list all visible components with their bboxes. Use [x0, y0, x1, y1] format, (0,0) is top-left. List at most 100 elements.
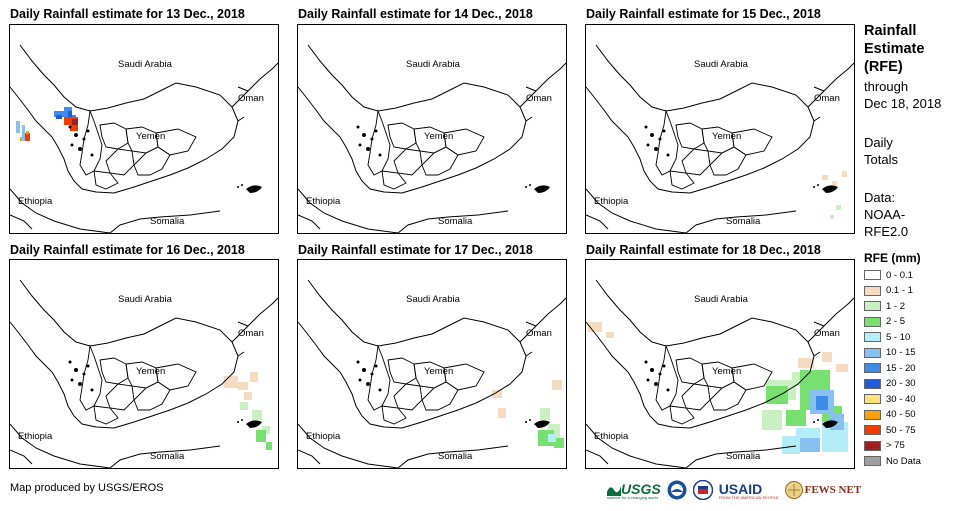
border-saudi-yemen — [19, 279, 233, 347]
usaid-logo: USAID FROM THE AMERICAN PEOPLE — [718, 480, 779, 500]
legend-class-4: 5 - 10 — [864, 330, 910, 344]
island — [68, 360, 72, 364]
legend-class-12: No Data — [864, 454, 921, 468]
rainfall-cell — [786, 410, 806, 426]
label-yemen: Yemen — [424, 366, 453, 377]
coastline — [298, 86, 533, 194]
island — [666, 388, 670, 392]
rainfall-cell — [266, 442, 272, 450]
island — [237, 186, 239, 188]
governorate-boundary — [381, 405, 407, 425]
governorate-boundary — [155, 363, 197, 391]
island — [658, 372, 662, 376]
panel-title-17: Daily Rainfall estimate for 17 Dec., 201… — [298, 243, 533, 257]
label-yemen: Yemen — [712, 131, 741, 142]
rainfall-cell — [56, 115, 62, 119]
rainfall-cell — [554, 438, 564, 448]
label-yemen: Yemen — [136, 131, 165, 142]
governorate-boundary — [669, 405, 695, 425]
border-oman — [519, 297, 566, 343]
island — [662, 129, 666, 133]
rainfall-cell — [830, 215, 834, 219]
legend-class-7: 20 - 30 — [864, 377, 916, 391]
label-yemen: Yemen — [424, 131, 453, 142]
legend-class-label: 0.1 - 1 — [886, 285, 913, 296]
rainfall-cell — [252, 410, 262, 420]
island — [358, 378, 362, 382]
africa-coastline — [586, 188, 797, 233]
rainfall-cell — [238, 382, 248, 390]
governorate-boundary — [443, 363, 485, 391]
panel-title-16: Daily Rainfall estimate for 16 Dec., 201… — [10, 243, 245, 257]
label-ethiopia: Ethiopia — [18, 196, 53, 207]
coastline — [10, 86, 245, 194]
island — [817, 184, 819, 186]
rainfall-cell — [70, 125, 78, 131]
legend-class-label: 50 - 75 — [886, 424, 916, 436]
island — [90, 388, 94, 392]
island — [370, 372, 374, 376]
governorate-boundary — [731, 363, 773, 391]
legend-title-1: Rainfall — [864, 23, 917, 39]
governorate-boundary — [105, 148, 135, 176]
legend-class-6: 15 - 20 — [864, 361, 916, 375]
usaid-seal — [692, 480, 713, 500]
border-saudi-yemen — [19, 44, 233, 112]
legend-swatch — [864, 270, 881, 280]
label-somalia: Somalia — [726, 451, 761, 462]
legend-class-label: > 75 — [886, 440, 905, 451]
rainfall-cell — [822, 352, 832, 362]
governorate-boundary — [367, 109, 391, 176]
rainfall-cell — [822, 175, 828, 180]
island — [666, 153, 670, 157]
map-canvas: Saudi Arabia Oman Yemen Ethiopia Somalia — [298, 279, 566, 468]
africa-border — [10, 449, 33, 465]
border-oman — [519, 62, 566, 108]
border-oman-inner — [807, 86, 825, 122]
legend-title-3: (RFE) — [864, 59, 903, 75]
island — [374, 129, 378, 133]
island — [241, 184, 243, 186]
legend-class-10: 50 - 75 — [864, 423, 916, 437]
island — [70, 378, 74, 382]
governorate-boundary — [655, 344, 679, 411]
label-ethiopia: Ethiopia — [594, 431, 629, 442]
island — [362, 133, 366, 137]
fews-net-globe-icon — [784, 481, 803, 499]
governorate-boundary — [669, 170, 695, 190]
africa-border — [298, 214, 321, 230]
legend-swatch — [864, 394, 881, 404]
border-oman-inner — [519, 86, 537, 122]
legend-data-label: Data: — [864, 190, 896, 205]
legend-class-1: 0.1 - 1 — [864, 284, 913, 298]
legend-swatch — [864, 332, 881, 342]
map-panel-16: Saudi Arabia Oman Yemen Ethiopia Somalia — [9, 259, 279, 469]
label-ethiopia: Ethiopia — [306, 196, 341, 207]
border-oman — [231, 62, 278, 108]
border-saudi-yemen — [307, 44, 521, 112]
island — [658, 137, 662, 141]
legend-class-11: > 75 — [864, 439, 905, 453]
rainfall-cell — [22, 125, 25, 141]
usgs-logo: USGS science for a changing world — [607, 480, 661, 500]
rainfall-cell — [54, 111, 64, 117]
governorate-boundary — [99, 122, 129, 150]
border-oman-inner — [519, 321, 537, 357]
island — [817, 419, 819, 421]
label-oman: Oman — [526, 328, 552, 339]
island — [529, 184, 531, 186]
island — [70, 143, 74, 147]
label-ethiopia: Ethiopia — [594, 196, 629, 207]
island — [86, 364, 90, 368]
island — [86, 129, 90, 133]
rainfall-cell — [836, 205, 841, 210]
governorate-boundary — [709, 381, 747, 411]
legend-totals: Totals — [864, 152, 898, 167]
island — [650, 133, 654, 137]
governorate-boundary — [731, 128, 773, 156]
label-oman: Oman — [814, 328, 840, 339]
usgs-wave-icon — [607, 485, 621, 496]
legend-class-label: 15 - 20 — [886, 362, 916, 374]
label-ethiopia: Ethiopia — [306, 431, 341, 442]
label-saudi-arabia: Saudi Arabia — [118, 294, 173, 305]
